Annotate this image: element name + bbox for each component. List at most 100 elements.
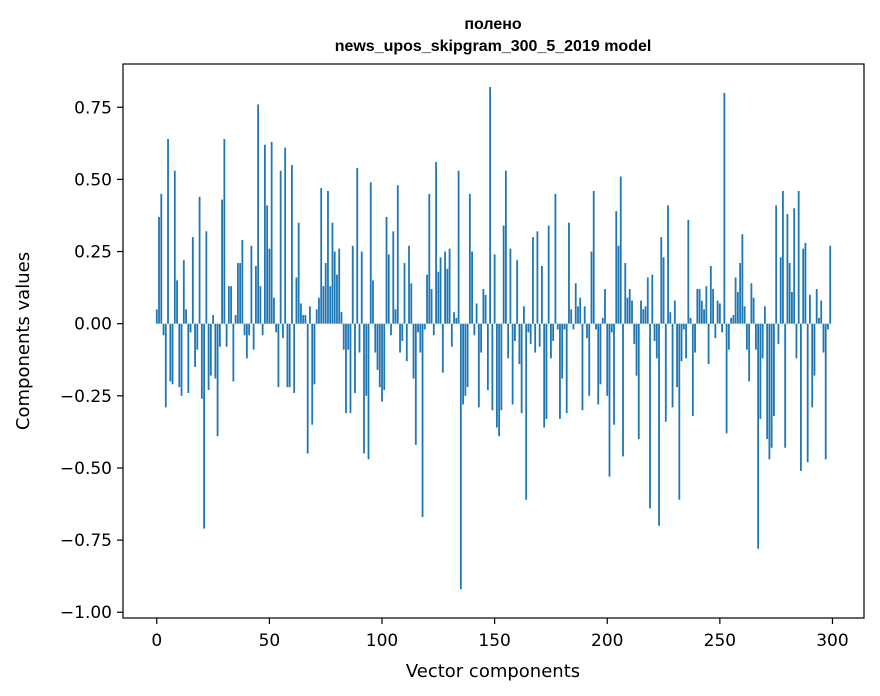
bar [245, 323, 248, 359]
bar [743, 306, 746, 324]
bar [288, 323, 291, 388]
bar [570, 309, 573, 324]
bar [757, 323, 760, 549]
bar [595, 323, 597, 330]
bar [550, 323, 552, 359]
bar [545, 323, 548, 419]
x-axis-label: Vector components [406, 661, 580, 682]
y-tick-label: 0.75 [74, 98, 112, 118]
bar [196, 323, 199, 350]
bar [227, 286, 230, 324]
bar [387, 254, 390, 324]
bar [200, 323, 203, 399]
y-axis-label: Components values [13, 252, 34, 430]
bar [257, 104, 260, 324]
bar [764, 306, 766, 324]
bar [333, 251, 336, 324]
bar [669, 312, 672, 324]
bar [399, 323, 401, 353]
bar [410, 283, 413, 324]
bar [263, 144, 266, 324]
bar [187, 323, 190, 393]
bar [770, 323, 773, 448]
bar [590, 251, 593, 324]
bar [180, 323, 183, 396]
bar-series [155, 87, 832, 590]
bar [435, 162, 437, 324]
bar [610, 323, 613, 333]
bar [324, 263, 327, 324]
bar [401, 323, 404, 341]
bar [408, 245, 410, 324]
bar [689, 317, 692, 324]
bar [502, 225, 505, 324]
bar [698, 289, 701, 324]
bar [818, 317, 820, 324]
bar [396, 185, 399, 324]
bar [541, 265, 543, 324]
bar [457, 170, 460, 324]
bar [297, 222, 300, 324]
bar [617, 245, 620, 324]
bar [579, 297, 582, 324]
bar [378, 323, 381, 388]
bar [336, 274, 338, 324]
bar [223, 139, 226, 324]
bar [581, 323, 584, 411]
bar [207, 323, 210, 391]
bar [784, 323, 787, 448]
y-tick-label: −0.75 [60, 531, 112, 551]
bar [809, 294, 811, 324]
bar [631, 300, 633, 324]
bar [304, 315, 307, 324]
bar [635, 323, 638, 376]
bar [761, 323, 764, 359]
bar [777, 323, 780, 344]
bar [788, 263, 791, 324]
bar [273, 297, 275, 324]
bar [419, 323, 422, 353]
bar [354, 323, 356, 393]
bar [209, 323, 212, 376]
chart-title: полено [464, 16, 522, 33]
bar [712, 289, 714, 324]
x-axis-ticks: 0 50 100 150 200 250 300 [151, 618, 849, 651]
bar [482, 289, 485, 324]
bar [182, 260, 185, 324]
bar [624, 263, 627, 324]
bar [302, 315, 305, 324]
bar [453, 312, 455, 324]
bar [536, 231, 539, 324]
bar [363, 323, 365, 454]
bar [739, 263, 742, 324]
y-tick-label: −0.25 [60, 387, 112, 407]
bar [441, 323, 444, 373]
bar [748, 323, 751, 382]
bar [218, 323, 221, 347]
bar [385, 216, 388, 324]
bar [234, 315, 237, 324]
bar [806, 323, 809, 463]
bar [813, 323, 816, 376]
bar [491, 323, 494, 411]
bar [198, 196, 201, 324]
bar [662, 257, 665, 324]
bar [782, 190, 784, 324]
bar [473, 323, 476, 336]
bar [568, 222, 570, 324]
bar [658, 323, 660, 526]
bar [446, 268, 449, 324]
bar [275, 323, 278, 333]
bar [185, 309, 187, 324]
bar [450, 323, 453, 347]
bar [338, 248, 341, 324]
bar [203, 323, 205, 529]
bar [428, 193, 431, 324]
bar [766, 323, 769, 440]
bar [552, 323, 555, 341]
bar [577, 306, 579, 324]
bar [732, 315, 735, 324]
bar [455, 317, 458, 324]
bar [349, 323, 352, 414]
bar [439, 257, 442, 324]
